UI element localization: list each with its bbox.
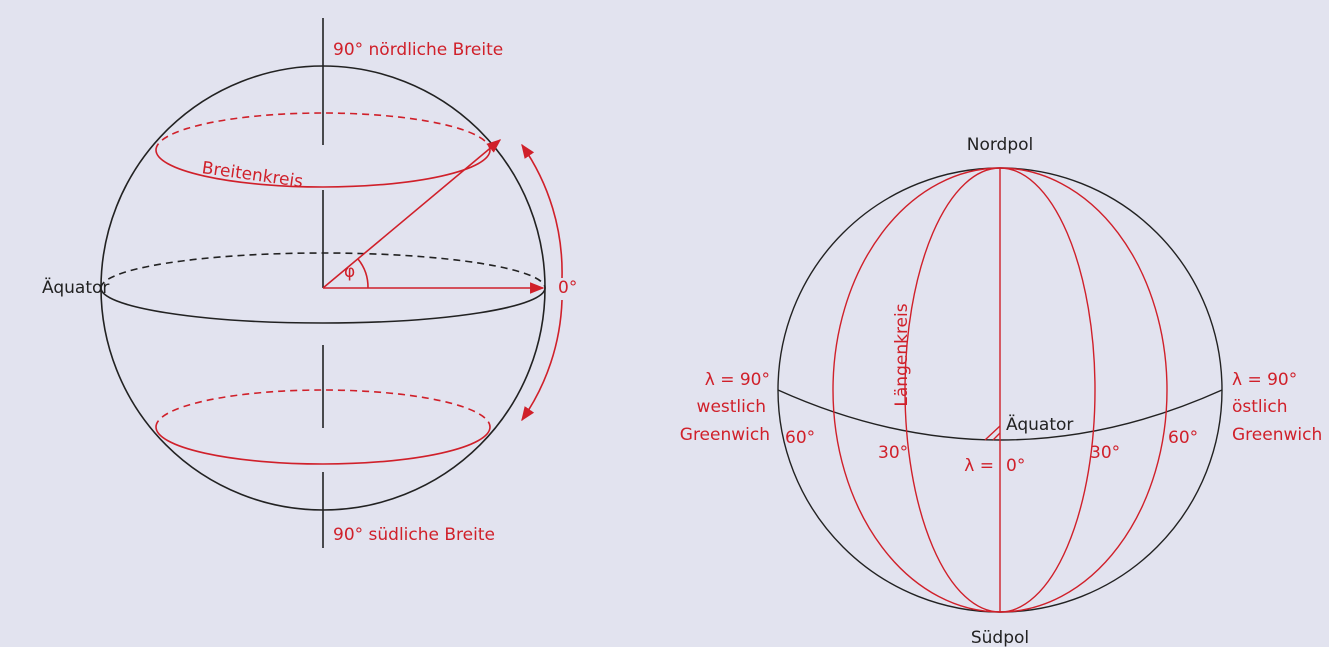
south-pole: Südpol [971, 628, 1029, 647]
degree-label: 30° [878, 443, 908, 463]
zero-label: 0° [1006, 456, 1025, 476]
equator-label: Äquator [42, 277, 109, 298]
diagram: 90° nördliche Breite 90° südliche Breite… [0, 0, 1329, 647]
lambda-label: λ = [964, 456, 994, 476]
east-label: östlich [1232, 397, 1288, 417]
east-label: λ = 90° [1232, 370, 1297, 390]
angle-label: φ [344, 262, 355, 282]
background [0, 0, 1329, 647]
north-pole: Nordpol [967, 135, 1034, 155]
degree-label: 60° [785, 428, 815, 448]
degree-label: 30° [1090, 443, 1120, 463]
south-label: 90° südliche Breite [333, 525, 495, 545]
equator-label: Äquator [1006, 414, 1073, 435]
west-label: westlich [697, 397, 766, 417]
west-label: λ = 90° [705, 370, 770, 390]
meridian-label: Längenkreis [892, 303, 912, 406]
west-label: Greenwich [680, 425, 770, 445]
degree-label: 60° [1168, 428, 1198, 448]
north-label: 90° nördliche Breite [333, 40, 503, 60]
east-label: Greenwich [1232, 425, 1322, 445]
zero-label: 0° [558, 278, 577, 298]
